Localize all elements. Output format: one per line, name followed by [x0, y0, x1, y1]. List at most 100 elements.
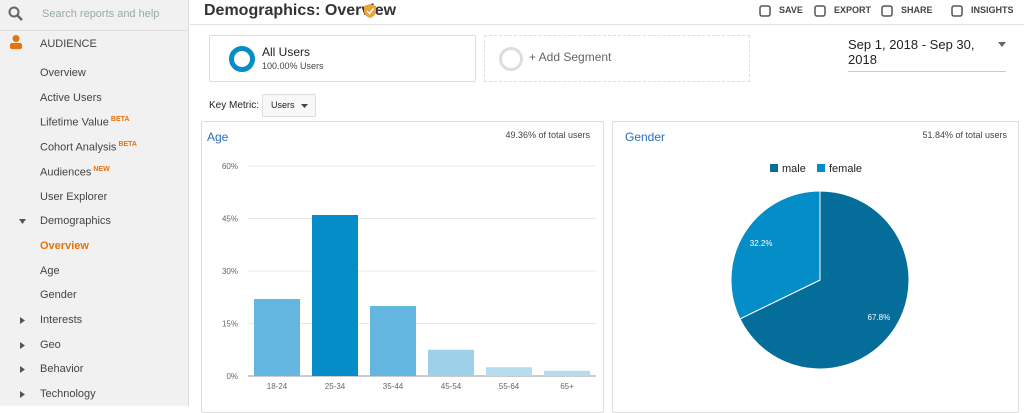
- segment-card[interactable]: All Users 100.00% Users: [209, 35, 476, 82]
- nav-label: Demographics: [40, 215, 111, 228]
- value-label: 32.2%: [750, 239, 773, 248]
- search-box[interactable]: Search reports and help: [42, 8, 160, 20]
- nav-badge: NEW: [93, 165, 110, 173]
- nav-label: Lifetime Value: [40, 117, 109, 130]
- y-tick-label: 60%: [222, 162, 238, 171]
- toggle-arrow: [20, 341, 25, 349]
- sidebar: Search reports and help AUDIENCE Overvie…: [0, 0, 189, 406]
- nav-label: Active Users: [40, 91, 102, 104]
- nav-label: Overview: [40, 239, 89, 252]
- y-tick-label: 15%: [222, 320, 238, 329]
- x-tick-label: 18-24: [267, 382, 288, 391]
- bar: [254, 299, 300, 376]
- nav-label: Overview: [40, 67, 86, 79]
- chart-title: Age: [207, 130, 229, 144]
- action-button[interactable]: SAVE: [779, 5, 803, 15]
- nav-label: Cohort Analysis: [40, 141, 117, 154]
- pie-slice: [739, 190, 910, 370]
- audience-icon: [10, 35, 22, 49]
- nav-badge: BETA: [110, 116, 130, 124]
- add-segment-label: + Add Segment: [529, 50, 612, 64]
- chart-title: Gender: [625, 130, 665, 144]
- date-range[interactable]: Sep 1, 2018 - Sep 30, 2018: [848, 37, 1006, 72]
- bar: [486, 367, 532, 376]
- bar: [544, 370, 590, 376]
- toggle-arrow: [20, 391, 25, 399]
- nav-item[interactable]: Overview: [40, 240, 89, 252]
- action-icon: [759, 5, 771, 17]
- nav-item[interactable]: User Explorer: [40, 191, 107, 203]
- verified-icon: [364, 4, 376, 18]
- nav-label: Behavior: [40, 363, 84, 376]
- legend-swatch: [770, 164, 778, 172]
- icon-shape: [759, 5, 771, 17]
- key-metric-label: Key Metric:: [209, 100, 260, 111]
- x-tick-label: 35-44: [383, 382, 404, 391]
- y-tick-label: 0%: [226, 372, 238, 381]
- page-title: Demographics: Overview: [204, 2, 397, 19]
- nav-label: Audiences: [40, 166, 92, 179]
- key-metric-value: Users: [271, 100, 295, 110]
- pie-slice: [730, 190, 821, 320]
- segment-name: All Users: [262, 45, 311, 59]
- toggle-arrow: [19, 219, 26, 225]
- action-button[interactable]: EXPORT: [834, 5, 872, 15]
- x-tick-label: 25-34: [325, 382, 346, 391]
- nav-item[interactable]: Cohort Analysis BETA: [40, 141, 137, 154]
- nav-label: Technology: [40, 388, 96, 401]
- icon-shape: [951, 5, 963, 17]
- y-tick-label: 30%: [222, 267, 238, 276]
- nav-toggle: [20, 366, 25, 374]
- bar: [312, 215, 358, 376]
- nav-item[interactable]: Age: [40, 265, 60, 277]
- nav-label: Interests: [40, 314, 83, 326]
- nav-toggle: [20, 341, 25, 349]
- nav-item[interactable]: Interests: [40, 314, 82, 326]
- nav-item[interactable]: Demographics: [40, 215, 111, 227]
- nav-badge: BETA: [118, 141, 137, 149]
- x-tick-label: 55-64: [499, 382, 520, 391]
- legend-label: female: [829, 163, 862, 175]
- bar: [370, 306, 416, 376]
- nav-label: Age: [40, 264, 60, 277]
- value-label: 67.8%: [868, 313, 891, 322]
- nav-label: User Explorer: [40, 190, 108, 203]
- nav-toggle: [20, 391, 25, 399]
- date-range-text: Sep 1, 2018 - Sep 30, 2018: [848, 37, 975, 67]
- action-button[interactable]: SHARE: [901, 5, 933, 15]
- nav-toggle: [19, 219, 26, 225]
- legend-swatch: [817, 164, 825, 172]
- y-tick-label: 45%: [222, 215, 238, 224]
- nav-item[interactable]: Overview: [40, 67, 86, 79]
- icon-shape: [881, 5, 893, 17]
- action-icon: [951, 5, 963, 17]
- bar: [428, 349, 474, 376]
- chart-subtitle: 49.36% of total users: [505, 130, 590, 140]
- nav-item[interactable]: Active Users: [40, 92, 102, 104]
- nav-toggle: [20, 317, 25, 324]
- add-segment[interactable]: + Add Segment: [484, 35, 750, 82]
- legend-label: male: [782, 163, 806, 175]
- nav-label: Gender: [40, 289, 77, 302]
- x-tick-label: 65+: [560, 382, 574, 391]
- toggle-arrow: [20, 366, 25, 374]
- section-title: AUDIENCE: [40, 38, 97, 50]
- segment-share: 100.00% Users: [262, 61, 324, 71]
- action-icon: [814, 5, 826, 17]
- icon-shape: [814, 5, 826, 17]
- chart-subtitle: 51.84% of total users: [922, 130, 1007, 140]
- nav-item[interactable]: Geo: [40, 339, 61, 351]
- nav-item[interactable]: Lifetime Value BETA: [40, 116, 129, 129]
- key-metric-dropdown[interactable]: Users: [262, 94, 316, 117]
- action-button[interactable]: INSIGHTS: [971, 5, 1014, 15]
- nav-item[interactable]: Audiences NEW: [40, 166, 110, 179]
- x-tick-label: 45-54: [441, 382, 462, 391]
- nav-item[interactable]: Technology: [40, 388, 96, 400]
- action-icon: [881, 5, 893, 17]
- nav-item[interactable]: Behavior: [40, 363, 83, 375]
- nav-item[interactable]: Gender: [40, 289, 77, 301]
- nav-label: Geo: [40, 338, 61, 351]
- search-icon: [8, 6, 23, 21]
